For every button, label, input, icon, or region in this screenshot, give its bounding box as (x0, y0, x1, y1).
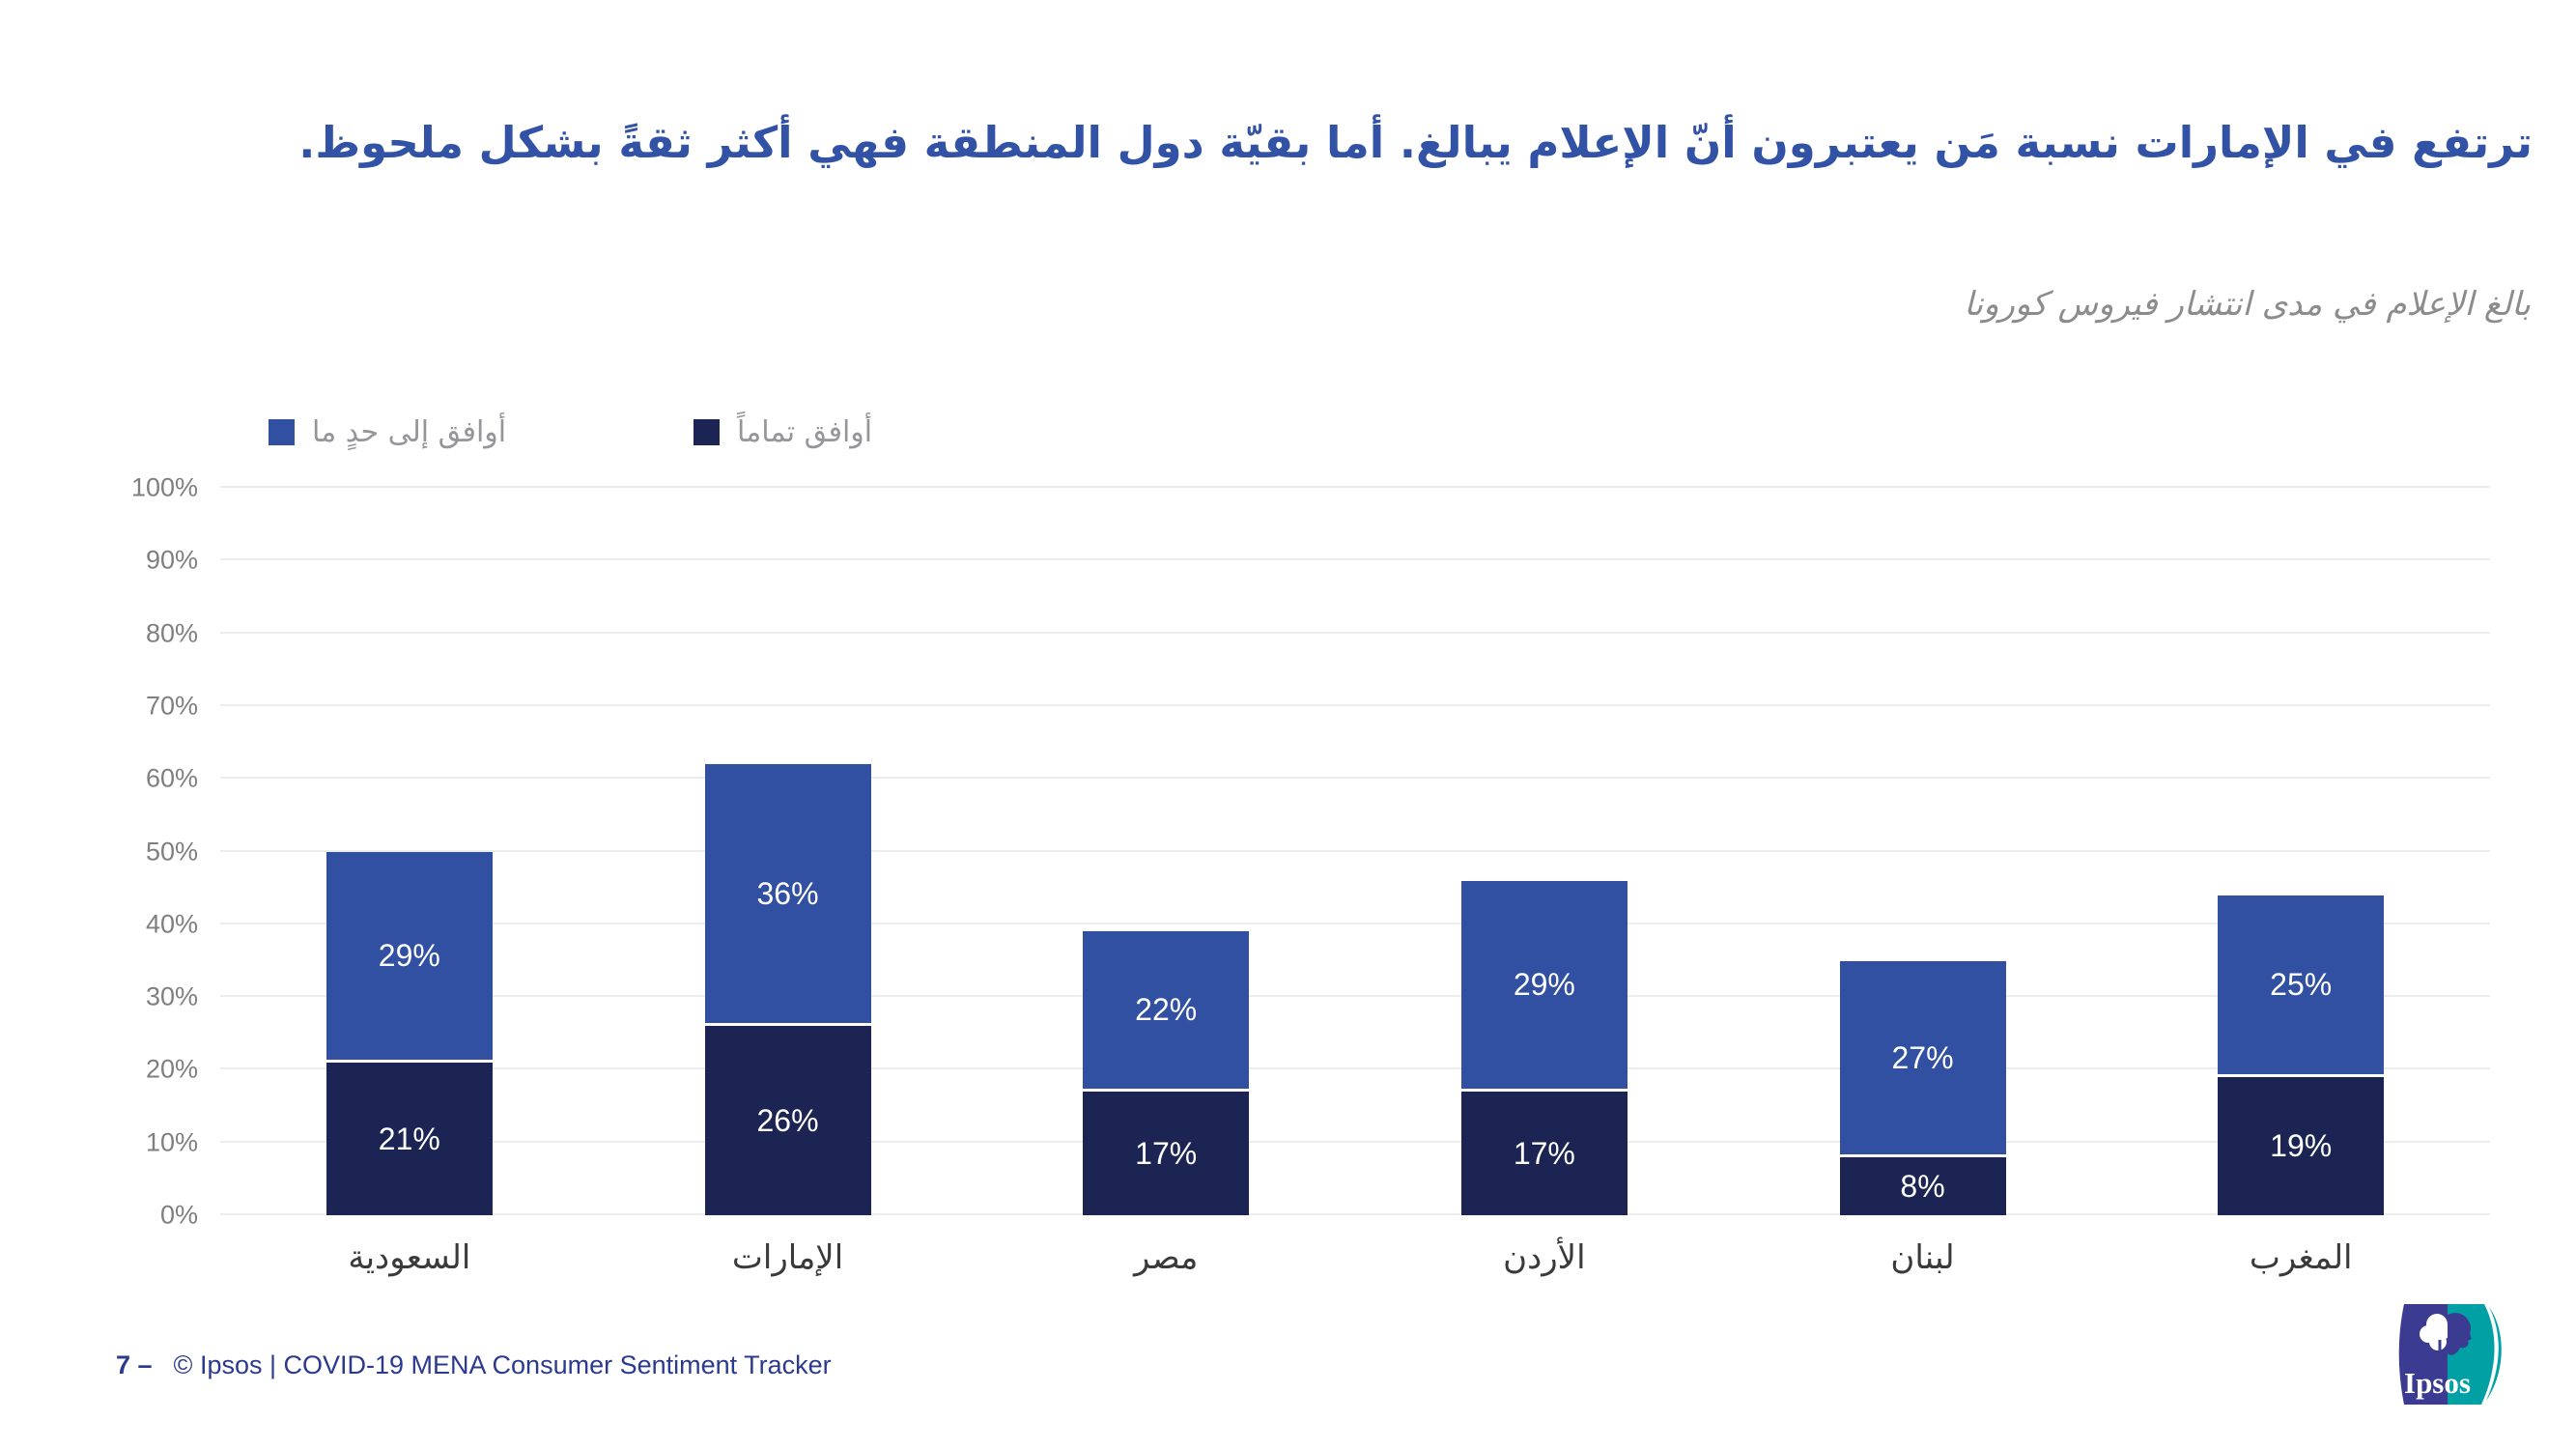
bar-series: 29% 21% 36% 26% 22% 17% 29% 17% 27% 8% 25% 19% (220, 488, 2490, 1215)
y-tick-label: 90% (145, 545, 198, 575)
bar-segment-strongly-agree: 19% (2218, 1077, 2385, 1215)
bar-segment-strongly-agree: 17% (1460, 1092, 1628, 1215)
bar-segment-somewhat-agree: 27% (1839, 961, 2006, 1157)
bar-segment-strongly-agree: 17% (1083, 1092, 1250, 1215)
gridline (220, 703, 2490, 706)
category-label: السعودية (348, 1238, 471, 1277)
bar-slot: 29% 21% (220, 488, 599, 1215)
gridline (220, 1067, 2490, 1070)
legend-swatch (694, 419, 720, 445)
gridline (220, 486, 2490, 488)
y-tick-label: 70% (145, 691, 198, 721)
logo-face-icon (2448, 1313, 2472, 1355)
bar-4: 27% 8% (1839, 961, 2006, 1215)
bar-slot: 25% 19% (2111, 488, 2490, 1215)
gridline (220, 922, 2490, 924)
bar-2: 22% 17% (1083, 931, 1250, 1215)
bar-value-label: 8% (1900, 1168, 1945, 1204)
gridline (220, 849, 2490, 852)
bar-value-label: 21% (378, 1121, 440, 1156)
bar-value-label: 19% (2270, 1128, 2333, 1163)
bar-segment-strongly-agree: 8% (1839, 1157, 2006, 1215)
bar-value-label: 26% (756, 1102, 819, 1138)
chart-subtitle: بالغ الإعلام في مدى انتشار فيروس كورونا (1964, 285, 2531, 324)
bar-value-label: 22% (1135, 992, 1198, 1027)
gridline (220, 558, 2490, 561)
legend-item: أوافق إلى حدٍ ما (269, 415, 506, 449)
gridline (220, 777, 2490, 780)
bar-segment-somewhat-agree: 29% (326, 852, 493, 1063)
y-tick-label: 40% (145, 909, 198, 939)
bar-value-label: 17% (1513, 1135, 1575, 1171)
bar-value-label: 29% (1513, 967, 1575, 1002)
ipsos-logo-text: Ipsos (2404, 1366, 2471, 1400)
legend-swatch (269, 419, 295, 445)
category-label: لبنان (1890, 1238, 1955, 1277)
bar-1: 36% 26% (704, 764, 871, 1215)
y-tick-label: 80% (145, 618, 198, 648)
y-tick-label: 60% (145, 763, 198, 793)
y-tick-label: 50% (145, 837, 198, 866)
bar-value-label: 36% (756, 875, 819, 911)
bar-slot: 36% 26% (599, 488, 977, 1215)
bar-segment-somewhat-agree: 22% (1083, 931, 1250, 1092)
y-tick-label: 30% (145, 981, 198, 1011)
x-axis: السعودية الإمارات مصر الأردن لبنان المغرب (220, 1238, 2490, 1277)
bar-segment-somewhat-agree: 25% (2218, 895, 2385, 1077)
logo-teal-swoosh (2486, 1307, 2502, 1401)
category-label: الأردن (1503, 1238, 1586, 1277)
gridline (220, 1213, 2490, 1215)
bar-slot: 29% 17% (1355, 488, 1734, 1215)
legend-label: أوافق إلى حدٍ ما (312, 415, 507, 449)
slide-title: ترتفع في الإمارات نسبة مَن يعتبرون أنّ ا… (298, 117, 2533, 168)
footer-text: © Ipsos | COVID-19 MENA Consumer Sentime… (173, 1350, 832, 1379)
category-label: المغرب (2249, 1238, 2353, 1277)
y-tick-label: 100% (130, 472, 198, 502)
category-label: الإمارات (731, 1238, 844, 1277)
y-axis: 0% 10% 20% 30% 40% 50% 60% 70% 80% 90% 100% (53, 473, 198, 1230)
bar-5: 25% 19% (2218, 895, 2385, 1215)
bar-slot: 27% 8% (1734, 488, 2112, 1215)
bar-segment-somewhat-agree: 29% (1460, 881, 1628, 1092)
legend-item: أوافق تماماً (694, 415, 872, 449)
legend-label: أوافق تماماً (737, 415, 873, 449)
gridline (220, 631, 2490, 634)
bar-segment-strongly-agree: 26% (704, 1026, 871, 1215)
y-tick-label: 0% (159, 1200, 198, 1230)
bar-slot: 22% 17% (977, 488, 1355, 1215)
bar-value-label: 25% (2270, 967, 2333, 1002)
gridline (220, 1140, 2490, 1143)
ipsos-logo: Ipsos (2398, 1304, 2502, 1405)
chart-legend: أوافق إلى حدٍ ما أوافق تماماً (269, 415, 1234, 454)
bar-segment-strongly-agree: 21% (326, 1063, 493, 1215)
footer: 7 – © Ipsos | COVID-19 MENA Consumer Sent… (116, 1350, 832, 1380)
y-tick-label: 10% (145, 1127, 198, 1157)
plot-area: 29% 21% 36% 26% 22% 17% 29% 17% 27% 8% 25% 19% (220, 486, 2490, 1215)
bar-value-label: 17% (1135, 1135, 1198, 1171)
bar-value-label: 29% (378, 938, 440, 973)
category-label: مصر (1133, 1238, 1199, 1277)
bar-segment-somewhat-agree: 36% (704, 764, 871, 1026)
bar-0: 29% 21% (326, 852, 493, 1215)
page-number: 7 – (116, 1350, 153, 1379)
bar-value-label: 27% (1891, 1039, 1954, 1075)
y-tick-label: 20% (145, 1054, 198, 1084)
gridline (220, 995, 2490, 998)
bar-3: 29% 17% (1460, 881, 1628, 1215)
